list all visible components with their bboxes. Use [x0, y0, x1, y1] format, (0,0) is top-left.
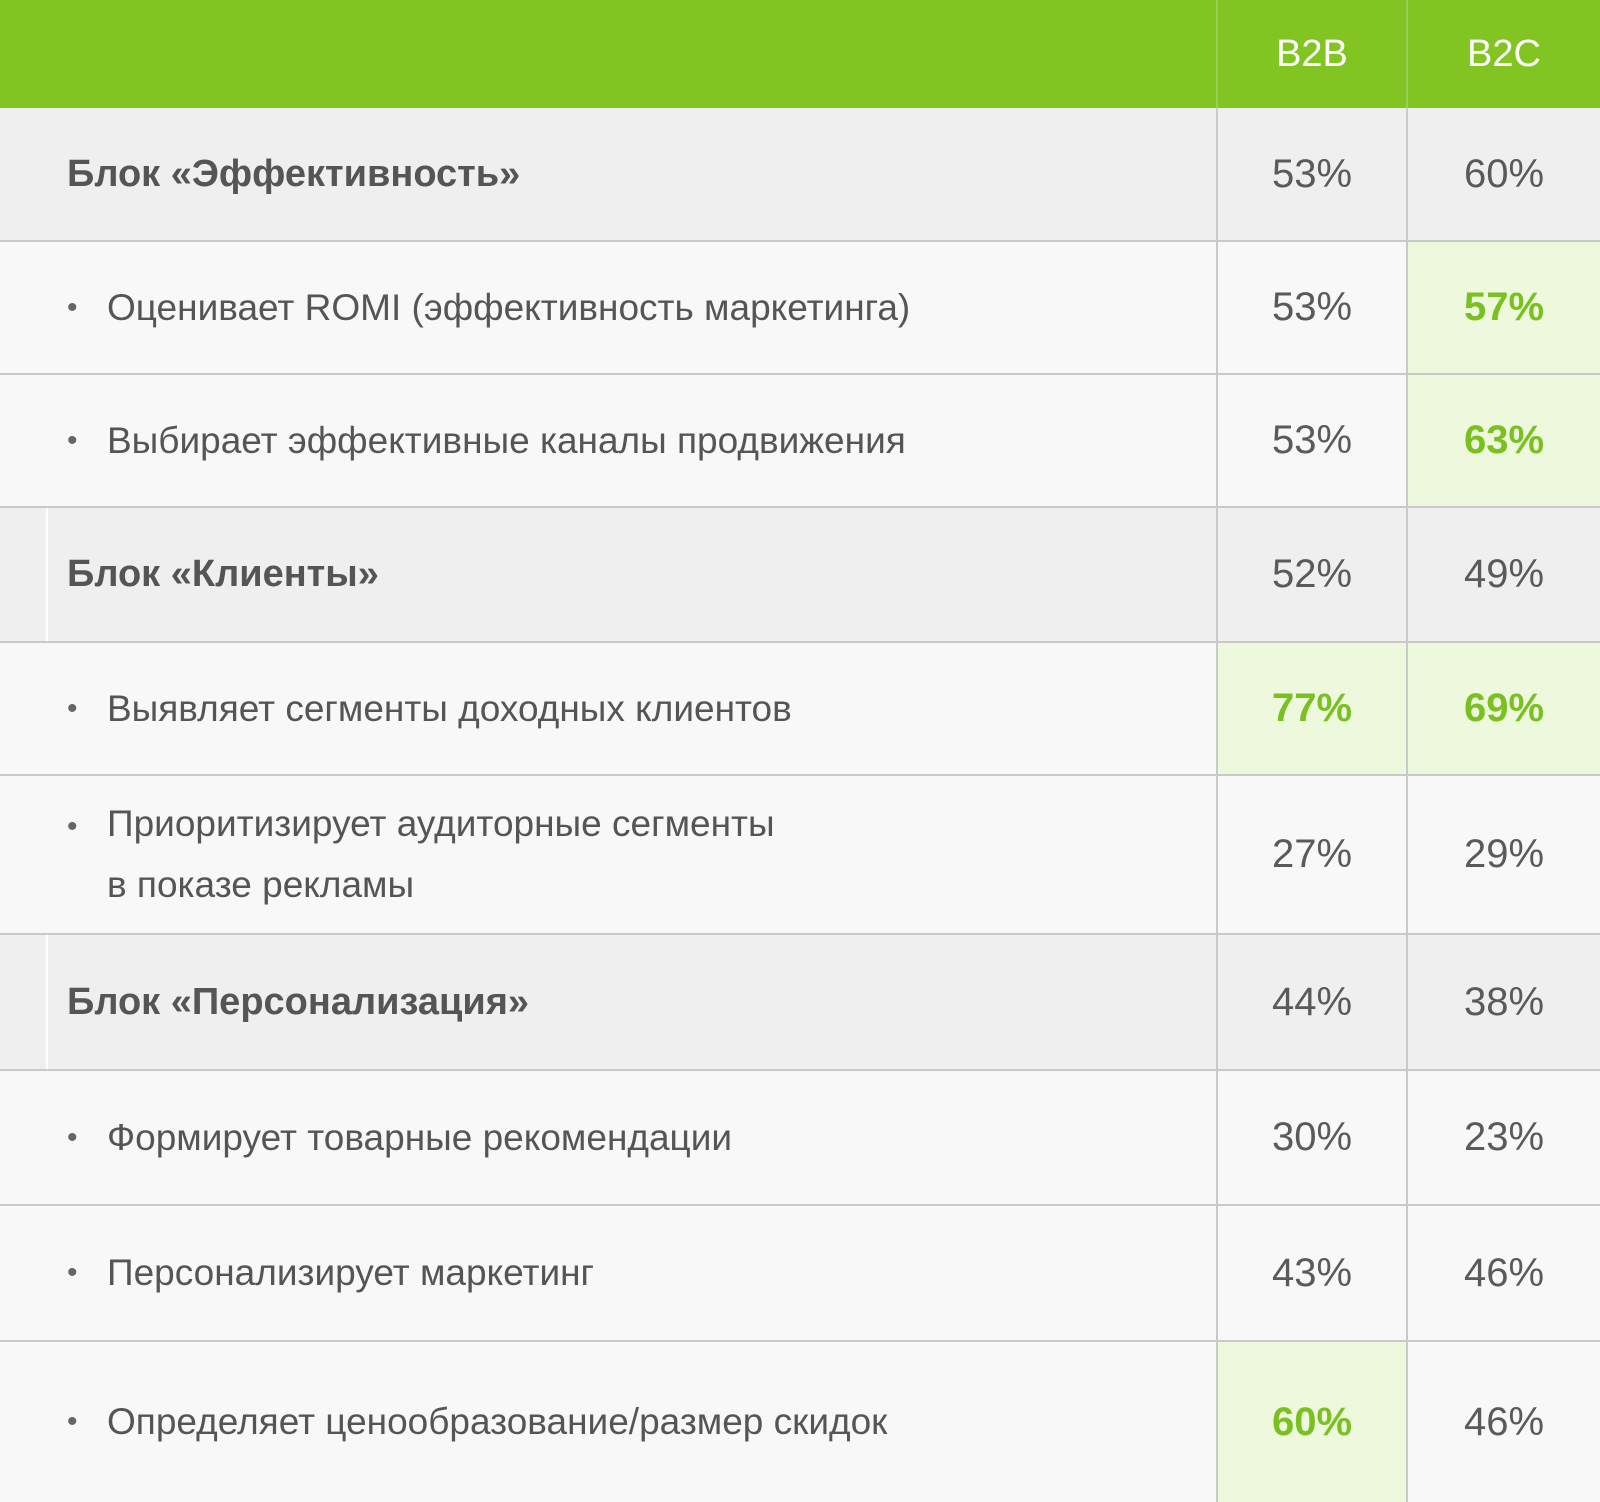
b2c-value-highlighted: 63% — [1406, 375, 1600, 508]
item-text: Определяет ценообразование/размер скидок — [107, 1401, 888, 1442]
list-item-label: • Выявляет сегменты доходных клиентов — [0, 643, 1216, 776]
b2b-value-highlighted: 77% — [1216, 643, 1406, 776]
b2b-value: 53% — [1216, 242, 1406, 375]
b2b-value: 53% — [1216, 375, 1406, 508]
b2b-value: 52% — [1216, 508, 1406, 643]
b2c-value-highlighted: 57% — [1406, 242, 1600, 375]
group-row-label: Блок «Эффективность» — [0, 108, 1216, 242]
item-text: Выявляет сегменты доходных клиентов — [107, 687, 792, 729]
bullet-icon: • — [67, 1405, 78, 1438]
bullet-icon: • — [67, 810, 78, 843]
bullet-icon: • — [67, 691, 78, 725]
bullet-icon: • — [67, 423, 78, 457]
b2c-value: 46% — [1406, 1206, 1600, 1342]
b2c-value: 60% — [1406, 108, 1600, 242]
group-row-label: Блок «Персонализация» — [0, 935, 1216, 1071]
bullet-icon: • — [67, 1256, 78, 1289]
group-row-label: Блок «Клиенты» — [0, 508, 1216, 643]
list-item-label: • Выбирает эффективные каналы продвижения — [0, 375, 1216, 508]
b2b-value: 27% — [1216, 776, 1406, 935]
bullet-icon: • — [67, 290, 78, 324]
b2b-value: 43% — [1216, 1206, 1406, 1342]
b2c-value: 23% — [1406, 1071, 1600, 1206]
item-text-line1: Приоритизирует аудиторные сегменты — [107, 803, 775, 844]
item-text: Персонализирует маркетинг — [107, 1252, 595, 1293]
header-b2c: B2C — [1406, 0, 1600, 108]
header-b2b: B2B — [1216, 0, 1406, 108]
b2b-value: 53% — [1216, 108, 1406, 242]
b2c-value: 46% — [1406, 1342, 1600, 1502]
list-item-label: • Определяет ценообразование/размер скидо… — [0, 1342, 1216, 1502]
header-empty-cell — [0, 0, 1216, 108]
list-item-label: • Формирует товарные рекомендации — [0, 1071, 1216, 1206]
b2c-value: 38% — [1406, 935, 1600, 1071]
list-item-label: • Приоритизирует аудиторные сегменты в по… — [0, 776, 1216, 935]
b2c-value-highlighted: 69% — [1406, 643, 1600, 776]
item-text: Оценивает ROMI (эффективность маркетинга… — [107, 286, 911, 328]
b2c-value: 29% — [1406, 776, 1600, 935]
item-text: Выбирает эффективные каналы продвижения — [107, 419, 906, 461]
b2b-value-highlighted: 60% — [1216, 1342, 1406, 1502]
group-title: Блок «Эффективность» — [67, 152, 521, 195]
list-item-label: • Персонализирует маркетинг — [0, 1206, 1216, 1342]
item-text: Формирует товарные рекомендации — [107, 1116, 733, 1158]
item-text-line2: в показе рекламы — [107, 864, 415, 905]
b2b-value: 44% — [1216, 935, 1406, 1071]
group-title: Блок «Персонализация» — [67, 980, 530, 1023]
list-item-label: • Оценивает ROMI (эффективность маркетинг… — [0, 242, 1216, 375]
group-title: Блок «Клиенты» — [67, 553, 379, 595]
bullet-icon: • — [67, 1120, 78, 1154]
b2b-value: 30% — [1216, 1071, 1406, 1206]
b2c-value: 49% — [1406, 508, 1600, 643]
